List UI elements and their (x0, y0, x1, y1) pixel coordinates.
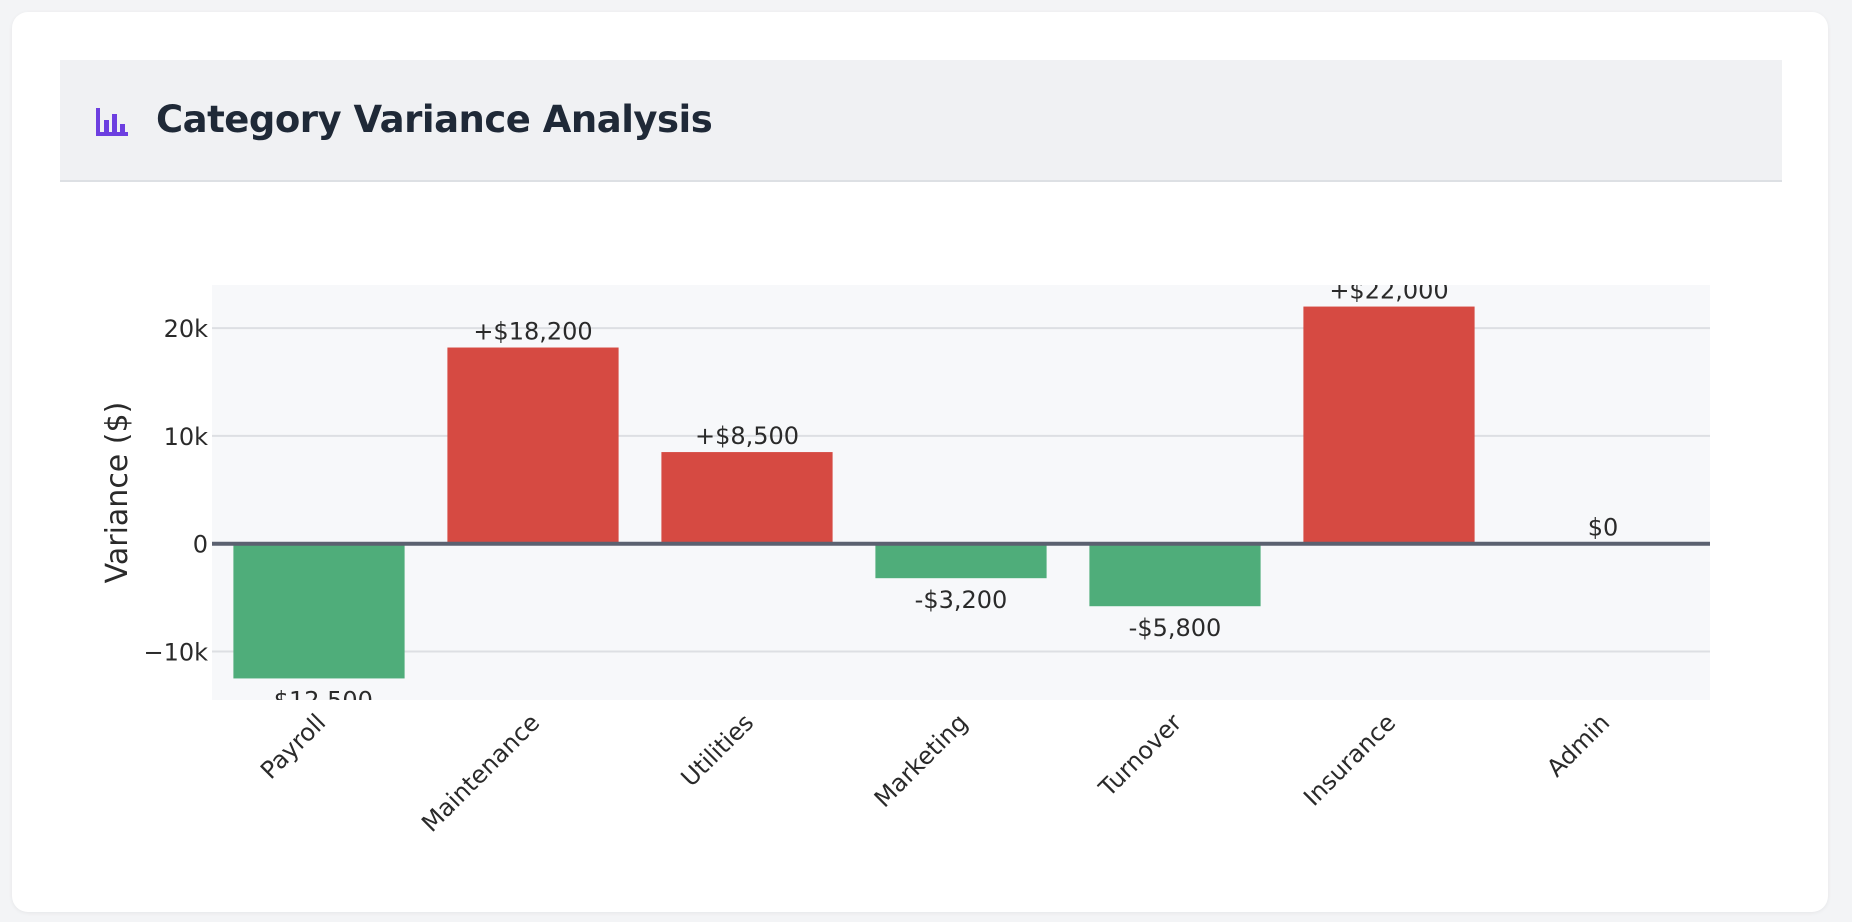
plot-area (212, 285, 1710, 700)
bar-chart-icon (96, 108, 128, 136)
x-tick-label: Marketing (869, 708, 973, 812)
data-label: -$12,500 (265, 686, 373, 714)
data-label: +$22,000 (1329, 277, 1448, 305)
y-tick-label: −10k (143, 638, 208, 666)
x-tick-label: Payroll (255, 708, 331, 784)
y-tick-label: 0 (193, 531, 208, 559)
x-tick-label: Turnover (1093, 708, 1187, 802)
x-tick-label: Utilities (676, 708, 760, 792)
y-axis-ticks: −10k 0 10k 20k (143, 315, 208, 666)
data-label: +$18,200 (473, 318, 592, 346)
data-labels: -$12,500 +$18,200 +$8,500 -$3,200 -$5,800 +$2… (265, 277, 1619, 714)
data-label: -$5,800 (1129, 614, 1222, 642)
x-axis-ticks: Payroll Maintenance Utilities Marketing Turn… (255, 708, 1615, 837)
y-axis-label: Variance ($) (100, 402, 135, 584)
bar-insurance[interactable] (1303, 306, 1475, 544)
bars (233, 306, 1475, 679)
y-tick-label: 20k (164, 315, 209, 343)
x-tick-label: Admin (1541, 708, 1615, 782)
bar-turnover[interactable] (1089, 543, 1261, 607)
data-label: $0 (1588, 514, 1619, 542)
bar-maintenance[interactable] (447, 347, 619, 544)
bar-marketing[interactable] (875, 543, 1047, 579)
data-label: +$8,500 (695, 422, 799, 450)
x-tick-label: Insurance (1298, 708, 1401, 811)
data-label: -$3,200 (915, 586, 1008, 614)
card-header: Category Variance Analysis (60, 60, 1782, 182)
page-title: Category Variance Analysis (156, 98, 713, 141)
bar-payroll[interactable] (233, 543, 405, 679)
bar-utilities[interactable] (661, 452, 833, 544)
y-tick-label: 10k (164, 423, 209, 451)
x-tick-label: Maintenance (416, 708, 545, 837)
